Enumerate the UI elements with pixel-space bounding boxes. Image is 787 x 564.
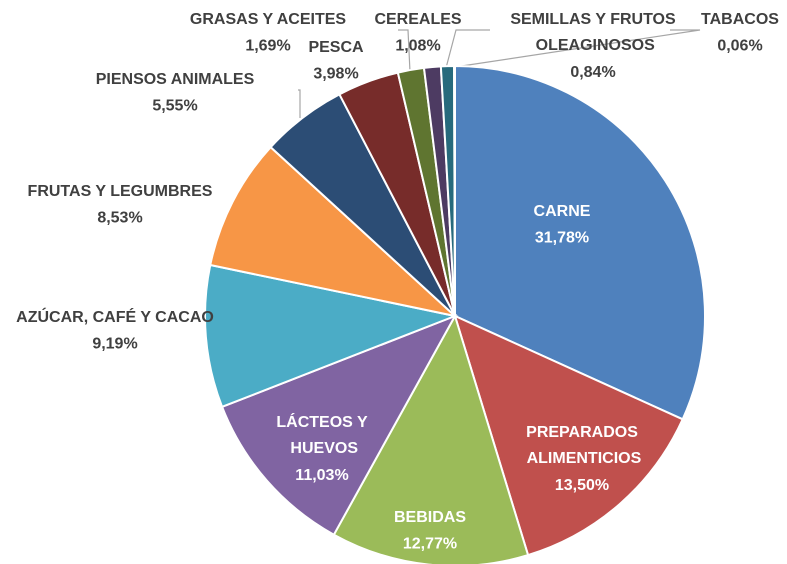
slice-label: BEBIDAS xyxy=(394,509,466,526)
leader-lines xyxy=(298,29,701,118)
slice-label: PESCA xyxy=(308,39,364,56)
pie-slice xyxy=(453,314,684,557)
value-label: 0,06% xyxy=(717,38,762,55)
slice-label: PIENSOS ANIMALES xyxy=(96,71,255,88)
pie-slice xyxy=(220,314,458,537)
slice-label: AZÚCAR, CAFÉ Y CACAO xyxy=(16,307,214,326)
pie-slice xyxy=(454,64,706,421)
value-label: 31,78% xyxy=(535,230,589,247)
value-label: 1,08% xyxy=(395,38,440,55)
slice-label: TABACOS xyxy=(701,11,779,28)
slice-label: PREPARADOS ALIMENTICIOS xyxy=(523,424,642,467)
slice-label: SEMILLAS Y FRUTOS OLEAGINOSOS xyxy=(510,11,676,54)
slice-label: LÁCTEOS Y HUEVOS xyxy=(276,412,368,457)
value-label: 13,50% xyxy=(555,477,609,494)
value-label: 1,69% xyxy=(245,38,290,55)
slice-label: GRASAS Y ACEITES xyxy=(190,11,347,28)
value-label: 5,55% xyxy=(152,98,197,115)
leader-line xyxy=(454,29,701,68)
slice-label: FRUTAS Y LEGUMBRES xyxy=(28,183,213,200)
pie-slice xyxy=(332,313,530,564)
slice-label: CARNE xyxy=(534,203,591,220)
pie-slice xyxy=(204,263,459,409)
leader-line xyxy=(298,89,301,118)
leader-line xyxy=(398,29,411,73)
slice-label: CEREALES xyxy=(374,11,461,28)
leader-line xyxy=(445,29,490,69)
value-label: 8,53% xyxy=(97,210,142,227)
pie-slice xyxy=(453,64,456,317)
value-label: 9,19% xyxy=(92,336,137,353)
pie-slice xyxy=(209,145,459,318)
value-label: 11,03% xyxy=(295,467,348,484)
value-label: 0,84% xyxy=(570,64,615,81)
value-label: 3,98% xyxy=(313,66,358,83)
value-label: 12,77% xyxy=(403,536,457,553)
